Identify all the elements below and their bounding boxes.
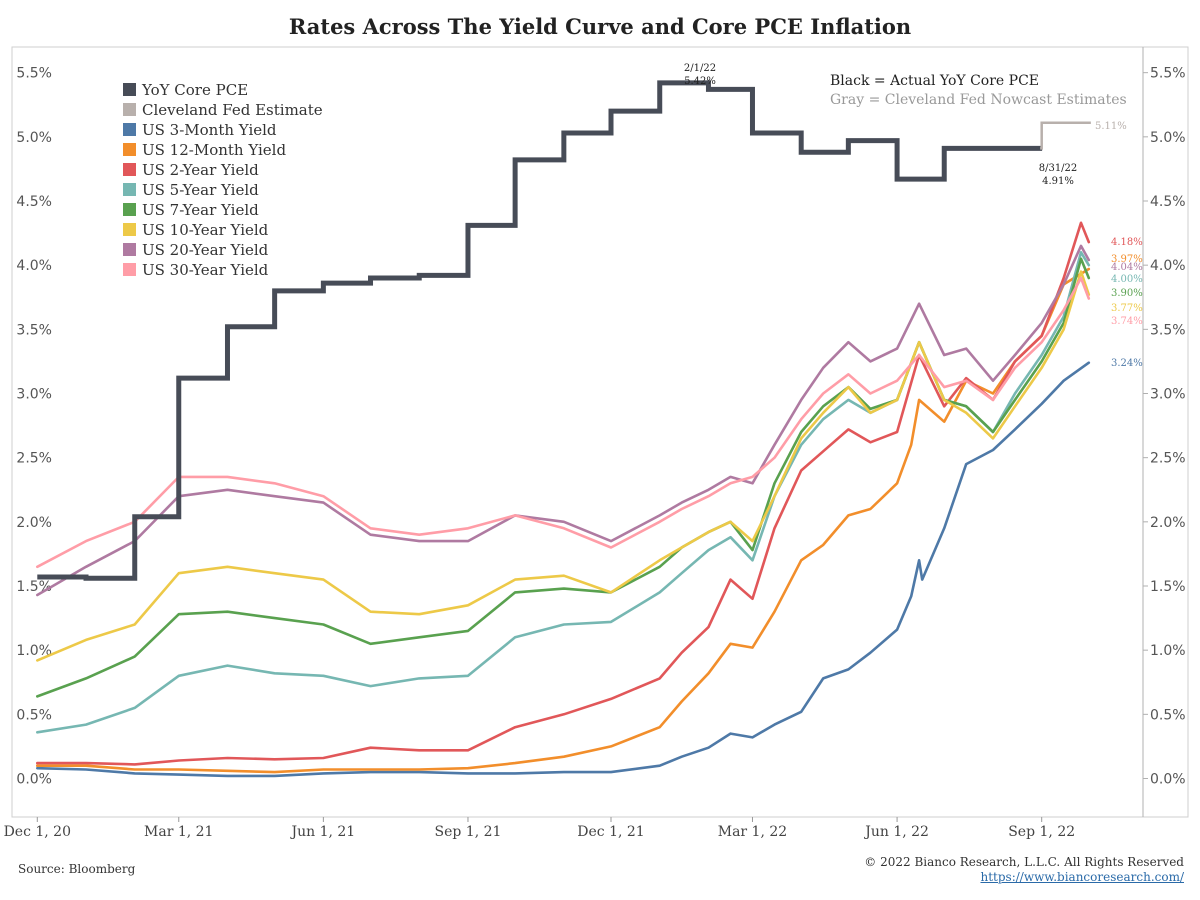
- series-line-yoy-core-pce: [37, 80, 1043, 581]
- legend-swatch: [123, 203, 136, 216]
- series-line-us-3-month-yield: [36, 361, 1091, 778]
- legend-label: YoY Core PCE: [141, 81, 248, 99]
- y-tick-label-left: 5.5%: [16, 66, 52, 82]
- end-label: 3.90%: [1111, 288, 1143, 299]
- series-line-us-12-month-yield: [36, 267, 1091, 774]
- copyright: © 2022 Bianco Research, L.L.C. All Right…: [864, 855, 1184, 869]
- legend-swatch: [123, 123, 136, 136]
- y-tick-label-left: 0.5%: [16, 707, 52, 723]
- end-label: 5.11%: [1095, 121, 1127, 132]
- y-tick-label-right: 4.0%: [1150, 258, 1186, 274]
- y-tick-label-right: 3.5%: [1150, 322, 1186, 338]
- y-tick-label-left: 4.5%: [16, 194, 52, 210]
- legend-swatch: [123, 263, 136, 276]
- legend-label: US 30-Year Yield: [142, 261, 269, 279]
- annotations: 2/1/22 5.42% 8/31/22 4.91%: [684, 63, 1077, 187]
- legend-label: US 2-Year Yield: [142, 161, 259, 179]
- legend-swatch: [123, 83, 136, 96]
- end-label: 4.04%: [1111, 262, 1143, 273]
- legend-label: US 3-Month Yield: [142, 121, 277, 139]
- legend-label: US 5-Year Yield: [142, 181, 259, 199]
- series-layer: [36, 80, 1091, 778]
- legend-swatch: [123, 243, 136, 256]
- legend-label: US 10-Year Yield: [142, 221, 269, 239]
- y-tick-label-right: 0.0%: [1150, 772, 1186, 788]
- y-tick-label-left: 5.0%: [16, 130, 52, 146]
- x-tick-label: Sep 1, 22: [1008, 824, 1075, 840]
- end-label: 3.24%: [1111, 358, 1143, 369]
- x-tick-label: Jun 1, 22: [863, 824, 929, 840]
- annotation-value: 5.42%: [684, 76, 716, 87]
- legend-label: US 20-Year Yield: [142, 241, 269, 259]
- end-label: 4.00%: [1111, 274, 1143, 285]
- x-axis: Dec 1, 20 Mar 1, 21 Jun 1, 21 Sep 1, 21 Dec …: [4, 817, 1075, 840]
- legend: YoY Core PCE Cleveland Fed Estimate US 3-M…: [123, 81, 323, 279]
- end-label: 3.74%: [1111, 316, 1143, 327]
- y-tick-label-right: 1.0%: [1150, 643, 1186, 659]
- legend-swatch: [123, 163, 136, 176]
- series-line-us-10-year-yield: [36, 270, 1091, 662]
- end-labels: 5.11% 3.24% 3.97% 4.18% 4.00% 3.90% 3.77% 4.04%…: [1095, 121, 1143, 369]
- y-tick-label-left: 3.5%: [16, 322, 52, 338]
- series-line-us-20-year-yield: [36, 244, 1091, 597]
- source-note: Source: Bloomberg: [18, 862, 136, 876]
- y-tick-label-right: 4.5%: [1150, 194, 1186, 210]
- legend-swatch: [123, 103, 136, 116]
- legend-label: US 7-Year Yield: [142, 201, 259, 219]
- y-tick-label-left: 1.5%: [16, 579, 52, 595]
- end-label: 3.97%: [1111, 254, 1143, 265]
- note-gray: Gray = Cleveland Fed Nowcast Estimates: [830, 92, 1127, 108]
- series-line-cleveland-fed-estimate: [1040, 121, 1091, 150]
- y-tick-label-right: 5.0%: [1150, 130, 1186, 146]
- y-tick-label-right: 2.0%: [1150, 515, 1186, 531]
- end-label: 4.18%: [1111, 237, 1143, 248]
- y-tick-label-right: 0.5%: [1150, 707, 1186, 723]
- annotation-date: 8/31/22: [1039, 163, 1078, 174]
- y-tick-label-right: 2.5%: [1150, 451, 1186, 467]
- x-tick-label: Mar 1, 22: [718, 824, 787, 840]
- y-tick-label-right: 3.0%: [1150, 387, 1186, 403]
- chart-title: Rates Across The Yield Curve and Core PC…: [288, 14, 912, 39]
- x-tick-label: Dec 1, 21: [577, 824, 644, 840]
- end-label: 3.77%: [1111, 303, 1143, 314]
- annotation-date: 2/1/22: [684, 63, 716, 74]
- y-tick-label-left: 4.0%: [16, 258, 52, 274]
- note-black: Black = Actual YoY Core PCE: [830, 73, 1039, 89]
- plot-frame: [11, 46, 1189, 818]
- x-tick-label: Jun 1, 21: [290, 824, 356, 840]
- legend-label: US 12-Month Yield: [142, 141, 286, 159]
- y-tick-label-right: 5.5%: [1150, 66, 1186, 82]
- legend-label: Cleveland Fed Estimate: [142, 101, 323, 119]
- legend-swatch: [123, 223, 136, 236]
- notes: Black = Actual YoY Core PCE Gray = Cleve…: [830, 73, 1127, 108]
- x-tick-label: Mar 1, 21: [144, 824, 213, 840]
- annotation-value: 4.91%: [1042, 176, 1074, 187]
- y-tick-label-right: 1.5%: [1150, 579, 1186, 595]
- y-tick-label-left: 2.0%: [16, 515, 52, 531]
- x-tick-label: Sep 1, 21: [435, 824, 502, 840]
- y-tick-label-left: 3.0%: [16, 387, 52, 403]
- source-link[interactable]: https://www.biancoresearch.com/: [980, 870, 1184, 884]
- x-tick-label: Dec 1, 20: [4, 824, 71, 840]
- series-line-us-5-year-yield: [36, 251, 1091, 734]
- y-axis-right: 0.0% 0.5% 1.0% 1.5% 2.0% 2.5% 3.0% 3.5% 4.0% 4.5%…: [1143, 66, 1186, 788]
- legend-swatch: [123, 143, 136, 156]
- series-line-us-30-year-yield: [36, 276, 1091, 569]
- legend-swatch: [123, 183, 136, 196]
- y-axis-left: 0.0% 0.5% 1.0% 1.5% 2.0% 2.5% 3.0% 3.5% 4.0% 4.5%…: [16, 66, 52, 788]
- y-tick-label-left: 2.5%: [16, 451, 52, 467]
- y-tick-label-left: 1.0%: [16, 643, 52, 659]
- y-tick-label-left: 0.0%: [16, 772, 52, 788]
